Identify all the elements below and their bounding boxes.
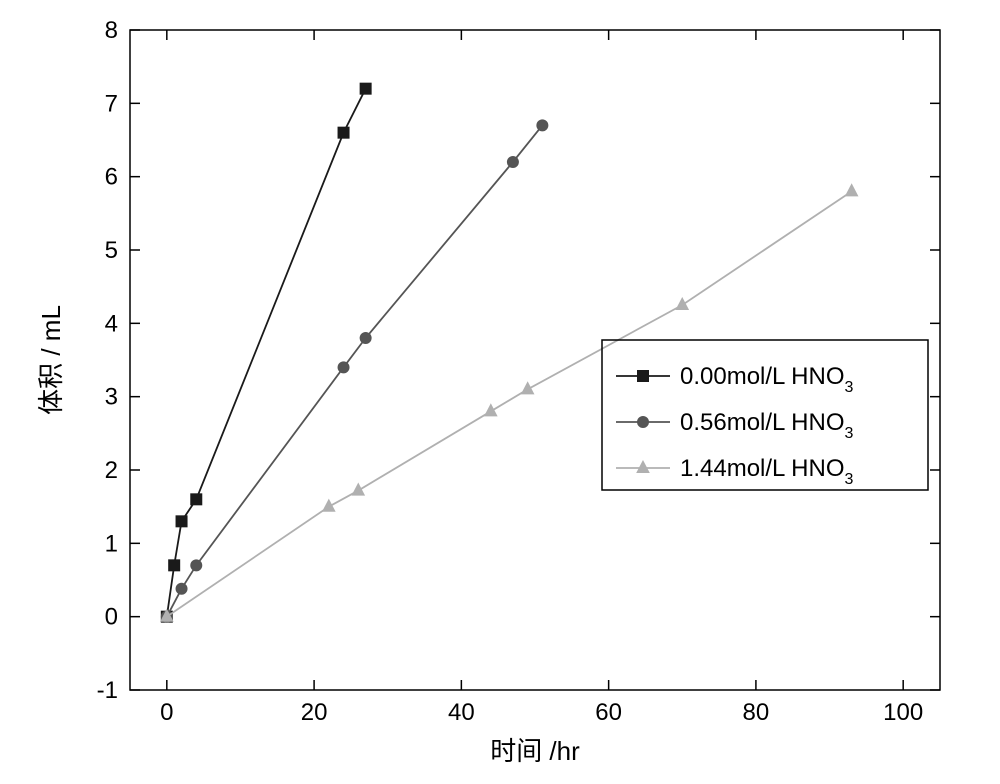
marker-circle	[507, 157, 518, 168]
marker-square	[360, 83, 371, 94]
x-tick-label: 40	[448, 699, 475, 726]
y-tick-label: -1	[97, 677, 118, 704]
y-tick-label: 7	[105, 90, 118, 117]
series-0	[161, 83, 371, 622]
y-tick-label: 3	[105, 384, 118, 411]
marker-square	[191, 494, 202, 505]
marker-circle	[191, 560, 202, 571]
marker-circle	[360, 333, 371, 344]
chart-container: 0 20 40 60 80 100 -1 0 1 2 3 4 5 6 7 8 时间 /hr 体积 / mL 0.00…	[0, 0, 1000, 784]
x-axis-title: 时间 /hr	[490, 736, 580, 766]
marker-triangle	[485, 404, 497, 416]
series-line	[167, 191, 852, 616]
x-tick-label: 80	[743, 699, 770, 726]
marker-triangle	[323, 500, 335, 512]
x-tick-label: 20	[301, 699, 328, 726]
x-tick-label: 60	[595, 699, 622, 726]
marker-square	[638, 371, 649, 382]
marker-square	[169, 560, 180, 571]
marker-triangle	[352, 484, 364, 496]
series-line	[167, 125, 543, 616]
y-tick-label: 6	[105, 164, 118, 191]
y-axis-title: 体积 / mL	[36, 305, 66, 415]
legend: 0.00mol/L HNO3 0.56mol/L HNO3 1.44mol/L HN…	[602, 340, 928, 490]
series-1	[161, 120, 548, 622]
marker-circle	[176, 583, 187, 594]
marker-triangle	[637, 461, 649, 473]
marker-circle	[638, 417, 649, 428]
marker-triangle	[846, 184, 858, 196]
legend-label: 0.00mol/L HNO3	[680, 363, 854, 396]
series-2	[161, 184, 858, 621]
series-line	[167, 89, 366, 617]
x-tick-label: 100	[883, 699, 923, 726]
y-tick-label: 8	[105, 17, 118, 44]
marker-circle	[338, 362, 349, 373]
marker-circle	[537, 120, 548, 131]
x-tick-label: 0	[160, 699, 173, 726]
y-tick-label: 5	[105, 237, 118, 264]
marker-triangle	[676, 298, 688, 310]
y-tick-label: 2	[105, 457, 118, 484]
marker-square	[176, 516, 187, 527]
marker-square	[338, 127, 349, 138]
legend-label: 0.56mol/L HNO3	[680, 409, 854, 442]
y-tick-label: 4	[105, 310, 118, 337]
legend-label: 1.44mol/L HNO3	[680, 455, 854, 488]
y-tick-label: 0	[105, 604, 118, 631]
marker-triangle	[522, 382, 534, 394]
y-tick-label: 1	[105, 530, 118, 557]
line-chart: 0 20 40 60 80 100 -1 0 1 2 3 4 5 6 7 8 时间 /hr 体积 / mL 0.00…	[0, 0, 1000, 784]
